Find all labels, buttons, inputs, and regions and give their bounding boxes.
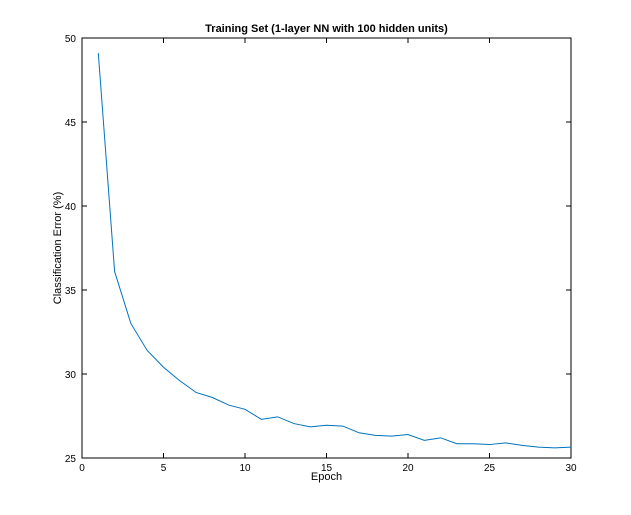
x-tick-label: 10 — [239, 463, 251, 474]
y-tick-label: 30 — [65, 370, 77, 381]
y-axis-label: Classification Error (%) — [52, 192, 64, 304]
chart-title: Training Set (1-layer NN with 100 hidden… — [205, 23, 448, 35]
y-tick-label: 35 — [65, 286, 77, 297]
y-tick-label: 25 — [65, 454, 77, 465]
plot-area — [81, 37, 572, 459]
x-tick-label: 25 — [484, 463, 496, 474]
series-line — [97, 53, 572, 449]
series-layer — [97, 53, 572, 449]
x-axis-ticks: 0 5 10 15 20 25 30 — [79, 38, 577, 474]
y-axis-ticks: 25 30 35 40 45 50 — [65, 34, 571, 465]
x-tick-label: 5 — [161, 463, 167, 474]
y-tick-label: 50 — [65, 34, 77, 45]
x-tick-label: 20 — [402, 463, 414, 474]
x-tick-label: 30 — [565, 463, 577, 474]
y-tick-label: 45 — [65, 118, 77, 129]
x-tick-label: 0 — [79, 463, 85, 474]
x-axis-label: Epoch — [311, 471, 342, 483]
y-tick-label: 40 — [65, 202, 77, 213]
x-tick-label: 15 — [321, 463, 333, 474]
